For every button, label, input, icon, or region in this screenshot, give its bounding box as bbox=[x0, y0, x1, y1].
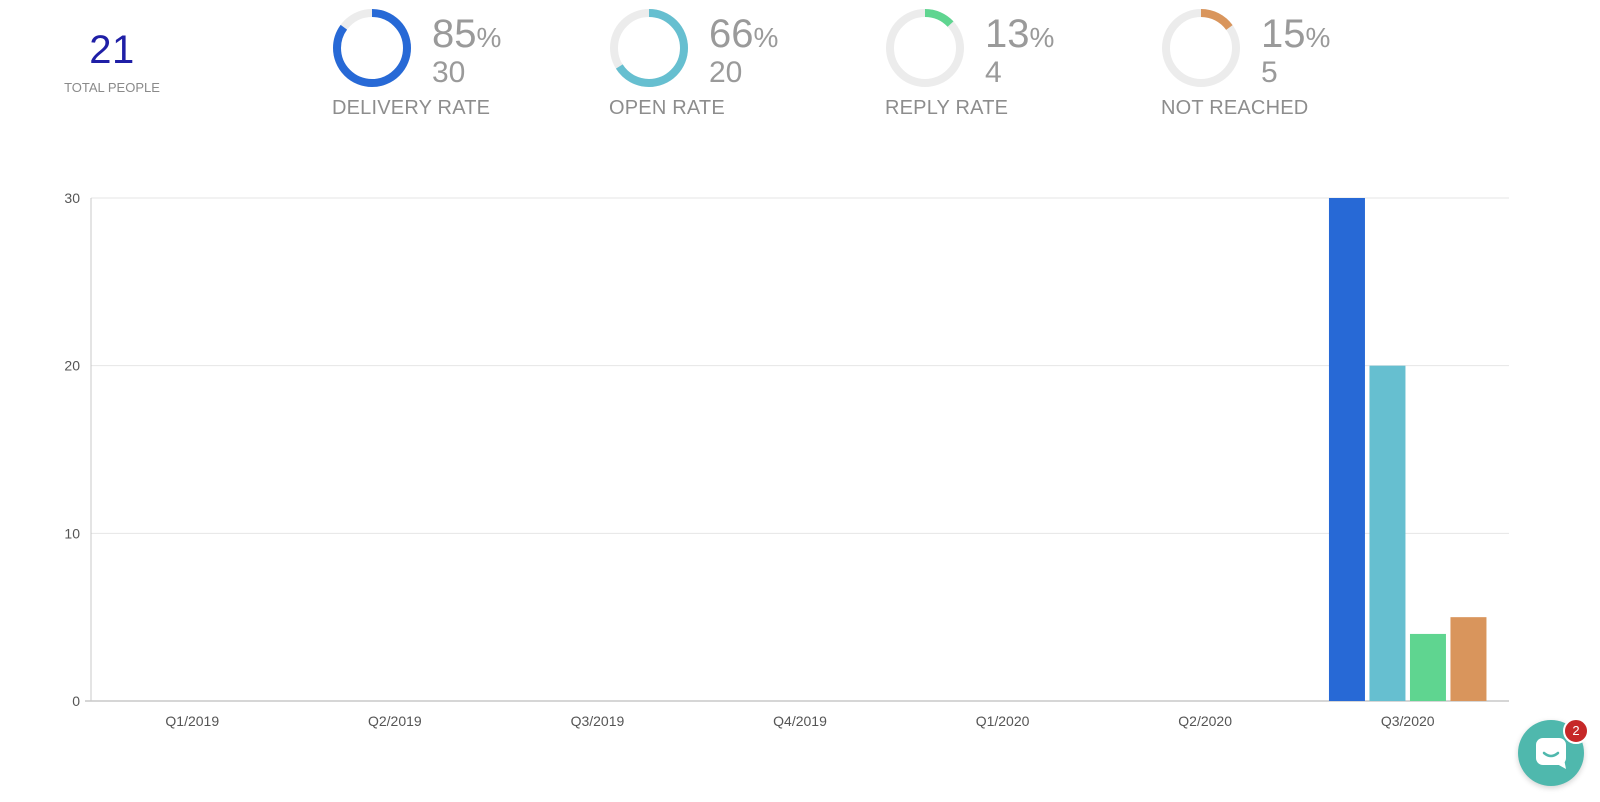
open-rate-label: OPEN RATE bbox=[609, 97, 725, 119]
delivery-rate-donut bbox=[333, 9, 411, 87]
delivery-rate-percent: 85% bbox=[432, 12, 502, 56]
stat-open-rate: 66% 20 OPEN RATE bbox=[609, 8, 879, 128]
chat-bubble-icon bbox=[1536, 738, 1566, 769]
not-reached-count: 5 bbox=[1261, 56, 1278, 89]
bar bbox=[1369, 365, 1406, 701]
reply-rate-count: 4 bbox=[985, 56, 1002, 89]
not-reached-percent: 15% bbox=[1261, 12, 1331, 56]
bar bbox=[1328, 198, 1365, 701]
x-tick-label: Q4/2019 bbox=[773, 713, 827, 729]
chat-unread-badge[interactable]: 2 bbox=[1563, 718, 1589, 744]
x-tick-label: Q3/2020 bbox=[1381, 713, 1435, 729]
y-tick-label: 10 bbox=[64, 525, 80, 541]
total-people-label: TOTAL PEOPLE bbox=[64, 80, 160, 95]
reply-rate-percent: 13% bbox=[985, 12, 1055, 56]
total-people-card: 21 TOTAL PEOPLE bbox=[62, 22, 162, 95]
total-people-value: 21 bbox=[89, 28, 135, 72]
delivery-rate-label: DELIVERY RATE bbox=[332, 97, 491, 119]
not-reached-label: NOT REACHED bbox=[1161, 97, 1309, 119]
quarterly-bar-chart: 0 10 20 30 Q1/2019 Q2/2019 Q3/2019 Q4/2019 Q1/20… bbox=[64, 190, 1509, 729]
reply-rate-donut bbox=[886, 9, 964, 87]
x-tick-label: Q3/2019 bbox=[571, 713, 625, 729]
x-tick-label: Q2/2020 bbox=[1178, 713, 1232, 729]
reply-rate-label: REPLY RATE bbox=[885, 97, 1009, 119]
y-tick-label: 30 bbox=[64, 190, 80, 206]
x-tick-label: Q1/2020 bbox=[976, 713, 1030, 729]
y-tick-label: 20 bbox=[64, 358, 80, 374]
y-tick-label: 0 bbox=[72, 693, 80, 709]
x-tick-label: Q2/2019 bbox=[368, 713, 422, 729]
bar bbox=[1450, 617, 1487, 701]
stat-not-reached: 15% 5 NOT REACHED bbox=[1161, 8, 1431, 128]
open-rate-donut bbox=[610, 9, 688, 87]
open-rate-count: 20 bbox=[709, 56, 743, 89]
x-tick-label: Q1/2019 bbox=[165, 713, 219, 729]
open-rate-percent: 66% bbox=[709, 12, 779, 56]
delivery-rate-count: 30 bbox=[432, 56, 466, 89]
stat-reply-rate: 13% 4 REPLY RATE bbox=[885, 8, 1155, 128]
bar bbox=[1409, 633, 1446, 701]
not-reached-donut bbox=[1162, 9, 1240, 87]
stat-delivery-rate: 85% 30 DELIVERY RATE bbox=[332, 8, 602, 128]
